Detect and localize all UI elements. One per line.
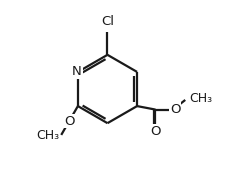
Text: O: O	[150, 125, 161, 138]
Text: O: O	[170, 103, 180, 116]
Text: CH₃: CH₃	[190, 92, 213, 105]
Text: CH₃: CH₃	[36, 129, 60, 142]
Text: N: N	[72, 66, 82, 78]
Text: Cl: Cl	[101, 15, 114, 28]
Text: O: O	[64, 115, 74, 128]
